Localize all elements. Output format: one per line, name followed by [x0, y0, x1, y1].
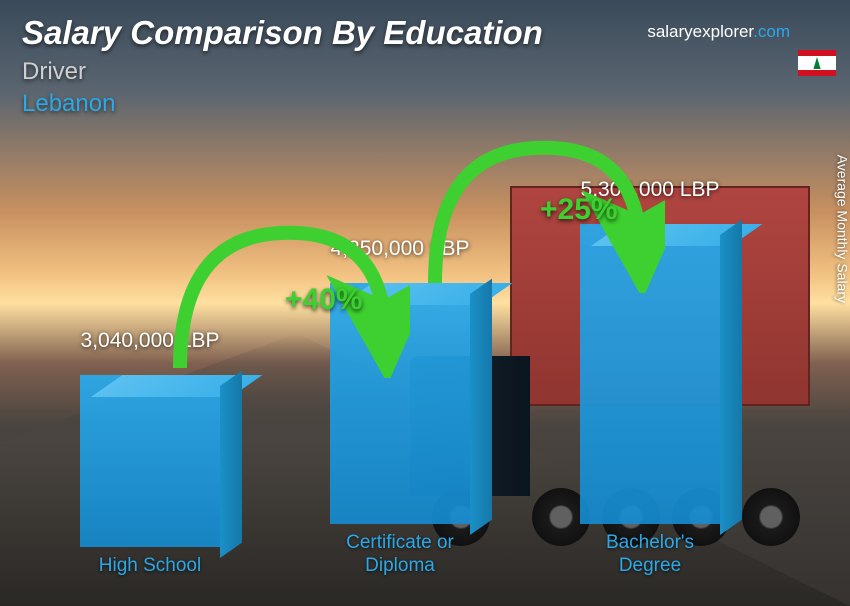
bar: [330, 283, 470, 524]
bar-chart: 3,040,000 LBP High School 4,250,000 LBP …: [60, 138, 790, 578]
bar-label: Bachelor'sDegree: [560, 532, 740, 578]
bar-value: 4,250,000 LBP: [310, 237, 490, 261]
brand-name: salaryexplorer: [647, 22, 753, 41]
bar-label: High School: [60, 555, 240, 578]
bar-value: 3,040,000 LBP: [60, 329, 240, 353]
flag-icon: [798, 50, 836, 76]
chart-country: Lebanon: [22, 90, 828, 118]
brand-logo: salaryexplorer.com: [647, 22, 790, 42]
y-axis-label: Average Monthly Salary: [834, 155, 850, 303]
bar-group: 3,040,000 LBP High School: [60, 329, 240, 578]
bar: [80, 375, 220, 547]
bar: [580, 224, 720, 524]
bar-group: 5,300,000 LBP Bachelor'sDegree: [560, 178, 740, 578]
bar-label: Certificate orDiploma: [310, 532, 490, 578]
chart-subtitle: Driver: [22, 58, 828, 86]
brand-suffix: .com: [753, 22, 790, 41]
increase-pct: +40%: [285, 283, 363, 317]
increase-pct: +25%: [540, 193, 618, 227]
